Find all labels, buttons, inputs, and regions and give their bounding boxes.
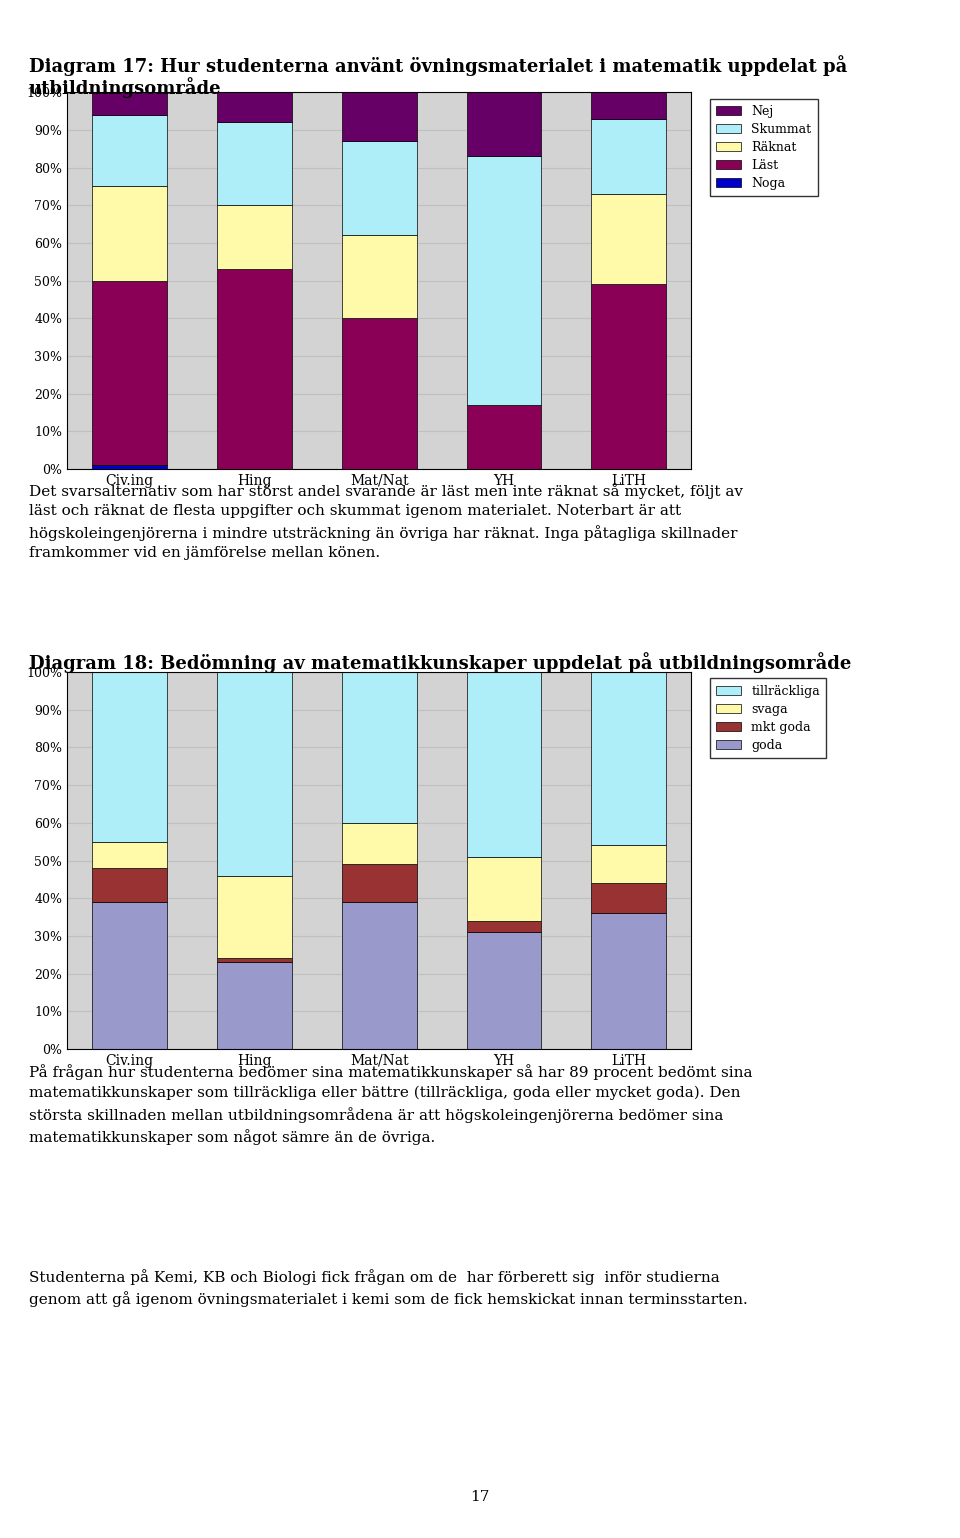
Bar bbox=[591, 846, 666, 883]
Bar bbox=[467, 932, 541, 1049]
Text: Diagram 18: Bedömning av matematikkunskaper uppdelat på utbildningsområde: Diagram 18: Bedömning av matematikkunska… bbox=[29, 652, 852, 674]
Text: 17: 17 bbox=[470, 1490, 490, 1504]
Bar bbox=[467, 921, 541, 932]
Bar bbox=[217, 92, 292, 123]
Text: På frågan hur studenterna bedömer sina matematikkunskaper så har 89 procent bedö: På frågan hur studenterna bedömer sina m… bbox=[29, 1064, 753, 1144]
Bar bbox=[342, 235, 417, 318]
Bar bbox=[217, 958, 292, 963]
Bar bbox=[217, 963, 292, 1049]
Bar bbox=[591, 285, 666, 469]
Bar bbox=[342, 864, 417, 901]
Bar bbox=[591, 118, 666, 194]
Bar bbox=[342, 318, 417, 469]
Bar bbox=[217, 875, 292, 958]
Bar bbox=[591, 92, 666, 118]
Bar bbox=[92, 901, 167, 1049]
Bar bbox=[591, 883, 666, 914]
Text: utbildningsområde: utbildningsområde bbox=[29, 77, 222, 98]
Legend: Nej, Skummat, Räknat, Läst, Noga: Nej, Skummat, Räknat, Läst, Noga bbox=[710, 98, 818, 195]
Bar bbox=[92, 672, 167, 841]
Bar bbox=[342, 141, 417, 235]
Bar bbox=[92, 92, 167, 115]
Legend: tillräckliga, svaga, mkt goda, goda: tillräckliga, svaga, mkt goda, goda bbox=[710, 678, 827, 758]
Bar bbox=[591, 672, 666, 846]
Bar bbox=[467, 157, 541, 404]
Bar bbox=[92, 841, 167, 867]
Bar bbox=[92, 186, 167, 280]
Bar bbox=[467, 92, 541, 157]
Bar bbox=[217, 672, 292, 875]
Bar bbox=[342, 901, 417, 1049]
Bar bbox=[217, 269, 292, 469]
Text: Diagram 17: Hur studenterna använt övningsmaterialet i matematik uppdelat på: Diagram 17: Hur studenterna använt övnin… bbox=[29, 55, 847, 77]
Bar bbox=[342, 92, 417, 141]
Bar bbox=[591, 194, 666, 285]
Text: Det svarsalternativ som har störst andel svarande är läst men inte räknat så myc: Det svarsalternativ som har störst andel… bbox=[29, 483, 743, 560]
Bar bbox=[92, 115, 167, 186]
Bar bbox=[467, 857, 541, 921]
Bar bbox=[217, 123, 292, 206]
Bar bbox=[92, 867, 167, 901]
Bar bbox=[591, 914, 666, 1049]
Text: Studenterna på Kemi, KB och Biologi fick frågan om de  har förberett sig  inför : Studenterna på Kemi, KB och Biologi fick… bbox=[29, 1269, 748, 1307]
Bar bbox=[467, 404, 541, 469]
Bar bbox=[342, 672, 417, 823]
Bar bbox=[92, 280, 167, 466]
Bar bbox=[342, 823, 417, 864]
Bar bbox=[92, 466, 167, 469]
Bar bbox=[467, 672, 541, 857]
Bar bbox=[217, 206, 292, 269]
